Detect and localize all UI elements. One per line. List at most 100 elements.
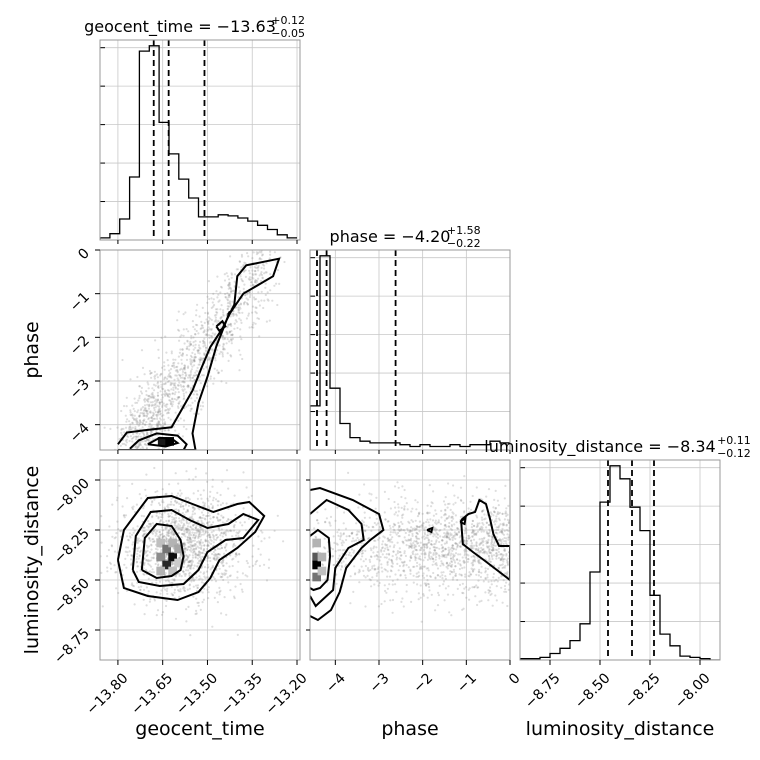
- scatter-point: [199, 552, 202, 555]
- scatter-point: [409, 556, 413, 560]
- scatter-point: [183, 541, 186, 545]
- scatter-point: [173, 588, 176, 592]
- scatter-point: [257, 229, 259, 231]
- scatter-point: [222, 532, 225, 535]
- scatter-point: [218, 567, 221, 570]
- scatter-point: [256, 266, 259, 269]
- scatter-point: [202, 374, 205, 377]
- scatter-point: [269, 273, 272, 276]
- scatter-point: [224, 534, 227, 537]
- scatter-point: [226, 292, 229, 295]
- scatter-point: [120, 427, 123, 430]
- scatter-point: [198, 346, 201, 349]
- scatter-point: [373, 583, 376, 586]
- scatter-point: [225, 613, 228, 616]
- scatter-point: [429, 575, 432, 579]
- scatter-point: [473, 529, 476, 532]
- scatter-point: [116, 551, 119, 554]
- scatter-point: [139, 569, 142, 572]
- scatter-point: [198, 543, 201, 546]
- scatter-point: [146, 549, 149, 553]
- scatter-point: [239, 307, 242, 310]
- scatter-point: [396, 514, 399, 517]
- scatter-point: [478, 561, 481, 564]
- scatter-point: [475, 547, 478, 551]
- scatter-point: [185, 502, 188, 506]
- scatter-point: [397, 528, 400, 531]
- scatter-point: [492, 547, 495, 550]
- scatter-point: [208, 514, 211, 517]
- scatter-point: [123, 455, 125, 457]
- scatter-panel-phase-luminosity_distance: [309, 459, 511, 661]
- scatter-point: [144, 414, 147, 417]
- scatter-point: [232, 544, 235, 547]
- scatter-point: [169, 393, 172, 396]
- scatter-point: [180, 334, 183, 337]
- scatter-point: [182, 585, 185, 589]
- scatter-point: [194, 475, 197, 478]
- scatter-point: [160, 516, 163, 519]
- scatter-point: [174, 382, 177, 385]
- y-axis-title: phase: [21, 321, 43, 378]
- scatter-point: [192, 585, 195, 588]
- scatter-point: [166, 395, 169, 398]
- scatter-point: [178, 595, 181, 598]
- scatter-point: [186, 527, 190, 531]
- scatter-point: [401, 540, 404, 543]
- scatter-point: [165, 403, 168, 406]
- scatter-point: [192, 536, 195, 539]
- scatter-point: [186, 564, 190, 567]
- scatter-point: [213, 377, 216, 380]
- scatter-point: [142, 526, 145, 529]
- scatter-point: [425, 584, 428, 587]
- scatter-point: [465, 531, 468, 534]
- scatter-point: [499, 558, 502, 561]
- scatter-point: [155, 591, 158, 594]
- scatter-point: [410, 556, 413, 559]
- scatter-point: [212, 382, 215, 385]
- scatter-point: [165, 539, 168, 542]
- scatter-point: [423, 531, 426, 534]
- scatter-point: [446, 532, 450, 535]
- scatter-point: [147, 452, 149, 454]
- scatter-point: [480, 530, 483, 533]
- scatter-point: [467, 588, 470, 592]
- scatter-point: [500, 553, 503, 556]
- scatter-point: [490, 583, 493, 586]
- scatter-point: [206, 559, 209, 563]
- scatter-point: [188, 540, 192, 544]
- scatter-point: [136, 525, 139, 528]
- scatter-point: [434, 521, 437, 524]
- scatter-point: [392, 531, 395, 534]
- scatter-point: [244, 269, 247, 272]
- scatter-point: [416, 583, 419, 586]
- scatter-point: [164, 572, 167, 575]
- scatter-point: [357, 571, 360, 574]
- scatter-point: [148, 600, 151, 603]
- scatter-point: [161, 500, 164, 503]
- scatter-point: [165, 392, 168, 395]
- scatter-point: [124, 557, 127, 561]
- scatter-point: [409, 545, 412, 548]
- scatter-point: [242, 471, 245, 474]
- scatter-point: [419, 566, 422, 569]
- scatter-point: [195, 584, 198, 587]
- scatter-point: [463, 561, 466, 564]
- scatter-point: [195, 597, 198, 600]
- scatter-point: [364, 605, 367, 608]
- scatter-point: [238, 260, 241, 263]
- density-cell: [162, 544, 172, 554]
- scatter-point: [383, 600, 386, 603]
- scatter-point: [440, 543, 443, 547]
- scatter-point: [410, 543, 413, 547]
- scatter-point: [417, 571, 420, 574]
- scatter-point: [502, 553, 505, 557]
- scatter-point: [233, 273, 237, 276]
- contour-line: [116, 494, 266, 602]
- scatter-point: [130, 437, 133, 440]
- histogram-bin: [228, 216, 238, 240]
- scatter-point: [235, 531, 238, 534]
- scatter-point: [367, 566, 370, 570]
- scatter-point: [190, 359, 194, 362]
- scatter-point: [206, 385, 209, 388]
